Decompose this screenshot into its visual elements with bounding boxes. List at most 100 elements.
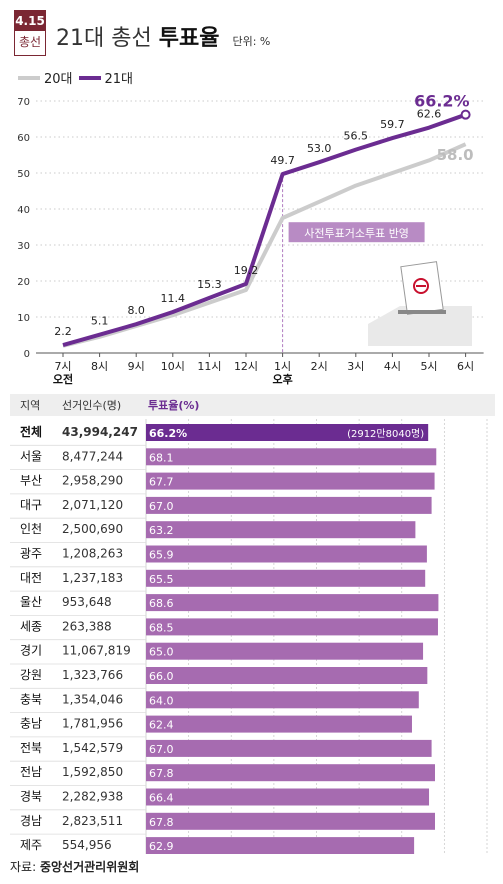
chart-legend: 20대 21대 (18, 68, 139, 87)
turnout-value-label: 67.7 (149, 476, 174, 489)
date-badge: 4.15 총선 (14, 10, 46, 56)
annotation-box: 사전투표거소투표 반영 (288, 222, 425, 243)
x-tick-label: 3시 (347, 360, 364, 373)
x-tick-sublabel: 오후 (272, 372, 292, 386)
annotation-text: 사전투표거소투표 반영 (304, 227, 409, 240)
turnout-value-label: 65.0 (149, 646, 174, 659)
table-header-bg (10, 394, 495, 416)
electors-value: 554,956 (62, 838, 112, 852)
region-label: 부산 (20, 474, 42, 488)
ballot-box-top (368, 306, 472, 346)
electors-value: 953,648 (62, 595, 112, 609)
annotation-bg (288, 222, 425, 243)
x-tick-label: 7시 (54, 360, 71, 373)
turnout-bar (146, 691, 419, 709)
electors-value: 2,282,938 (62, 790, 123, 804)
turnout-bar (146, 618, 438, 636)
x-tick-label: 6시 (457, 360, 474, 373)
turnout-value-label: 63.2 (149, 524, 174, 537)
title-light: 21대 총선 (56, 26, 152, 51)
data-label-21: 66.2% (414, 92, 470, 111)
turnout-bar (146, 521, 416, 539)
region-label: 경남 (20, 814, 42, 828)
electors-value: 11,067,819 (62, 644, 131, 658)
turnout-value-label: 66.4 (149, 792, 174, 805)
turnout-line-chart: 0 10 20 30 40 50 60 70 사전투표거소투표 반영 2.2 5.1 8.0 11.4 1… (17, 92, 484, 386)
region-label: 광주 (20, 547, 42, 561)
turnout-bar (146, 715, 412, 733)
turnout-value-label: 66.2% (149, 427, 187, 440)
total-voters-note: (2912만8040명) (347, 428, 424, 440)
electors-value: 263,388 (62, 619, 112, 633)
turnout-bar (146, 837, 415, 854)
turnout-bar (146, 448, 437, 466)
electors-value: 2,500,690 (62, 522, 123, 536)
series-line-21 (62, 112, 467, 348)
turnout-value-label: 68.1 (149, 451, 174, 464)
turnout-bar (146, 764, 435, 782)
ballot-paper (400, 261, 444, 315)
turnout-bar (146, 472, 435, 490)
electors-value: 2,823,511 (62, 814, 123, 828)
legend-item-21: 21대 (78, 68, 134, 87)
region-label: 충북 (20, 692, 42, 706)
source-name: 중앙선거관리위원회 (39, 860, 140, 874)
region-label: 대전 (20, 571, 42, 585)
region-label: 강원 (20, 668, 42, 682)
x-tick-label: 2시 (311, 360, 328, 373)
title-bold: 투표율 (158, 26, 220, 51)
electors-value: 1,542,579 (62, 741, 123, 755)
badge-date: 4.15 (15, 11, 45, 31)
turnout-value-label: 65.5 (149, 573, 174, 586)
electors-value: 1,323,766 (62, 668, 123, 682)
turnout-value-label: 65.9 (149, 549, 174, 562)
badge-label: 총선 (18, 35, 42, 49)
electors-value: 1,237,183 (62, 571, 123, 585)
data-label-21: 2.2 (54, 325, 72, 338)
turnout-bar (146, 424, 429, 441)
x-tick-label: 12시 (234, 360, 258, 373)
legend-swatch-21 (78, 75, 101, 80)
turnout-bar (146, 667, 428, 684)
ballot-box-illustration (368, 261, 472, 346)
legend-label-21: 21대 (104, 72, 134, 87)
turnout-bar (146, 788, 430, 806)
x-tick-label: 11시 (197, 360, 221, 373)
regional-turnout-bar-chart: 지역선거인수(명)투표율(%)01020304050607080전체43,994… (10, 394, 495, 854)
region-label: 전남 (20, 765, 42, 779)
legend-label-20: 20대 (44, 72, 73, 87)
turnout-value-label: 62.9 (149, 840, 174, 853)
turnout-value-label: 67.0 (149, 500, 174, 513)
x-tick-label: 9시 (128, 360, 145, 373)
region-label: 서울 (20, 449, 42, 463)
x-tick-label: 4시 (384, 360, 401, 373)
turnout-value-label: 64.0 (149, 694, 174, 707)
x-tick-label: 8시 (91, 360, 108, 373)
page-title: 21대 총선 투표율 단위: % (56, 26, 270, 55)
y-tick-label: 0 (24, 349, 30, 360)
y-tick-label: 10 (17, 313, 30, 324)
data-label-21: 53.0 (307, 142, 332, 155)
data-label-21: 19.2 (234, 264, 259, 277)
data-label-21: 49.7 (270, 154, 295, 167)
x-tick-label: 5시 (420, 360, 437, 373)
column-header-region: 지역 (20, 399, 40, 412)
ballot-slot (398, 310, 446, 314)
end-point-marker (460, 109, 471, 120)
turnout-value-label: 66.0 (149, 670, 174, 683)
turnout-bar (146, 496, 432, 514)
region-label: 세종 (20, 619, 42, 633)
column-header-electors: 선거인수(명) (62, 399, 121, 412)
y-tick-label: 20 (17, 277, 30, 288)
data-label-21: 8.0 (127, 304, 145, 317)
column-header-turnout: 투표율(%) (148, 399, 199, 412)
data-label-21: 15.3 (197, 278, 222, 291)
y-tick-label: 30 (17, 241, 30, 252)
data-label-21: 5.1 (91, 315, 109, 328)
region-label: 전북 (20, 741, 42, 755)
y-tick-label: 60 (17, 133, 30, 144)
data-label-21: 11.4 (161, 292, 186, 305)
turnout-bar (146, 642, 424, 660)
electors-value: 1,781,956 (62, 717, 123, 731)
turnout-bar (146, 739, 432, 757)
